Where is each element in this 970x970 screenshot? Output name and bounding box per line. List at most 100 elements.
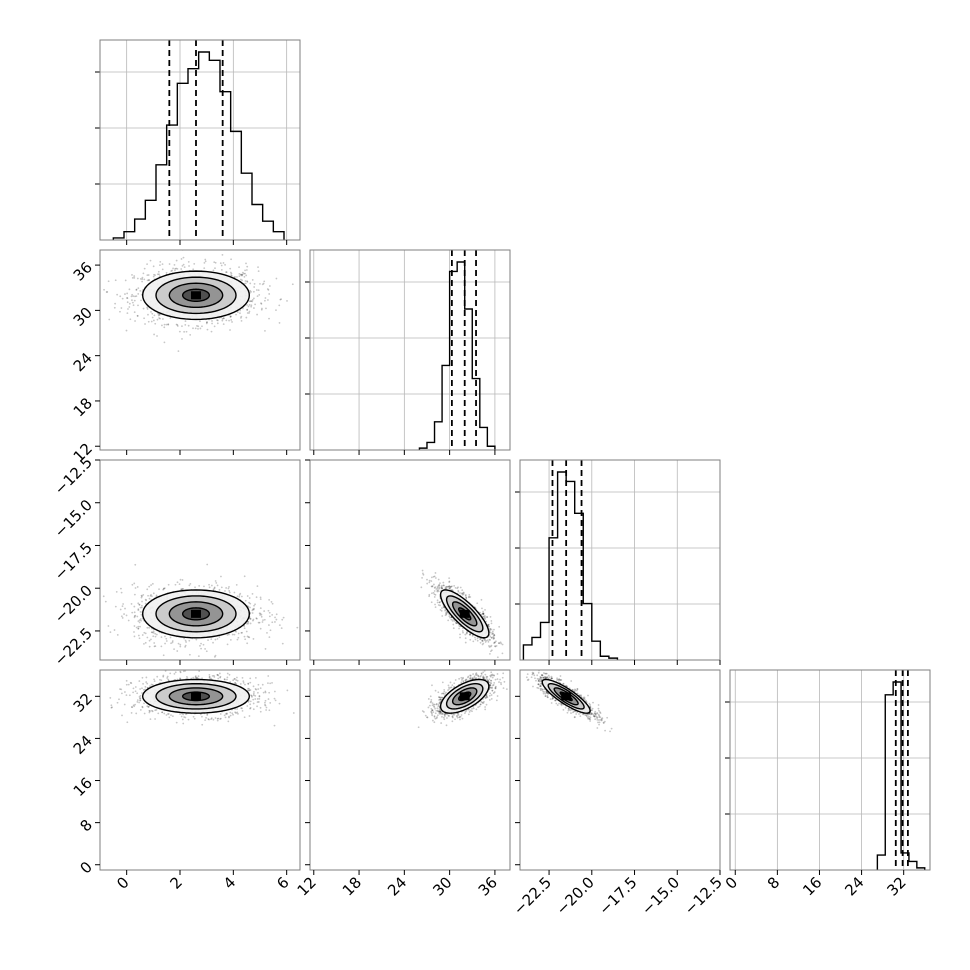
sample-point bbox=[152, 592, 155, 595]
sample-point bbox=[265, 706, 268, 709]
sample-point bbox=[149, 259, 152, 262]
sample-point bbox=[177, 642, 180, 645]
sample-point bbox=[207, 718, 210, 720]
sample-point bbox=[286, 300, 288, 302]
sample-point bbox=[137, 608, 140, 611]
sample-point bbox=[247, 622, 250, 625]
sample-point bbox=[241, 631, 243, 634]
sample-point bbox=[141, 634, 144, 636]
sample-point bbox=[126, 721, 129, 724]
sample-point bbox=[211, 320, 213, 322]
sample-point bbox=[449, 586, 452, 588]
sample-point bbox=[131, 706, 134, 709]
sample-point bbox=[248, 601, 250, 604]
sample-point bbox=[236, 708, 238, 710]
sample-point bbox=[254, 698, 257, 700]
sample-point bbox=[252, 608, 254, 611]
sample-point bbox=[442, 581, 445, 584]
sample-point bbox=[252, 619, 254, 622]
sample-point bbox=[490, 649, 493, 652]
sample-point bbox=[153, 680, 156, 683]
sample-point bbox=[242, 680, 245, 683]
sample-point bbox=[474, 636, 476, 639]
sample-point bbox=[165, 323, 168, 326]
sample-point bbox=[491, 633, 494, 636]
sample-point bbox=[157, 314, 160, 317]
sample-point bbox=[430, 601, 433, 604]
sample-point bbox=[261, 683, 264, 686]
sample-point bbox=[164, 635, 166, 638]
sample-point bbox=[250, 694, 252, 697]
sample-point bbox=[487, 640, 490, 643]
sample-point bbox=[139, 625, 141, 628]
panel-frame bbox=[99, 669, 301, 871]
sample-point bbox=[152, 630, 155, 633]
sample-point bbox=[166, 675, 169, 678]
sample-point bbox=[245, 269, 248, 271]
sample-point bbox=[127, 619, 130, 622]
sample-point bbox=[159, 264, 161, 266]
sample-point bbox=[210, 677, 212, 680]
sample-point bbox=[136, 315, 139, 317]
panel-frame bbox=[99, 249, 301, 451]
sample-point bbox=[236, 711, 239, 714]
sample-point bbox=[433, 583, 435, 586]
sample-point bbox=[134, 320, 136, 322]
sample-point bbox=[216, 673, 219, 676]
sample-point bbox=[139, 697, 141, 700]
sample-point bbox=[178, 583, 181, 586]
sample-point bbox=[275, 277, 278, 280]
sample-point bbox=[482, 612, 484, 615]
sample-point bbox=[249, 689, 252, 691]
sample-point bbox=[183, 716, 186, 718]
sample-point bbox=[151, 684, 154, 686]
sample-point bbox=[158, 273, 160, 276]
sample-point bbox=[257, 270, 260, 272]
contour-3 bbox=[141, 589, 251, 639]
sample-point bbox=[181, 579, 184, 581]
sample-point bbox=[157, 666, 159, 668]
sample-point bbox=[154, 718, 156, 720]
sample-point bbox=[142, 688, 145, 691]
sample-point bbox=[138, 621, 141, 624]
sample-point bbox=[251, 592, 254, 595]
sample-point bbox=[159, 260, 162, 263]
sample-point bbox=[468, 633, 471, 636]
sample-point bbox=[171, 269, 174, 272]
sample-point bbox=[252, 708, 255, 711]
sample-point bbox=[158, 588, 160, 591]
sample-point bbox=[184, 646, 186, 648]
sample-point bbox=[168, 263, 171, 265]
sample-point bbox=[150, 631, 153, 634]
sample-point bbox=[133, 705, 136, 708]
sample-point bbox=[204, 719, 207, 722]
sample-point bbox=[161, 263, 164, 266]
sample-point bbox=[182, 663, 184, 665]
sample-point bbox=[221, 319, 224, 322]
sample-point bbox=[239, 683, 242, 685]
sample-point bbox=[158, 314, 161, 316]
sample-point bbox=[187, 324, 190, 327]
sample-point bbox=[151, 595, 153, 598]
scatter-panel-1-2 bbox=[309, 459, 511, 661]
sample-point bbox=[430, 580, 433, 582]
sample-point bbox=[465, 596, 468, 599]
sample-point bbox=[264, 699, 267, 702]
sample-point bbox=[133, 631, 135, 633]
sample-point bbox=[279, 298, 282, 301]
sample-point bbox=[494, 645, 496, 648]
sample-point bbox=[249, 618, 252, 620]
sample-point bbox=[269, 629, 272, 632]
sample-point bbox=[249, 289, 252, 292]
contour-1 bbox=[168, 687, 224, 706]
sample-point bbox=[144, 641, 147, 644]
sample-point bbox=[219, 676, 221, 679]
sample-point bbox=[249, 617, 252, 620]
sample-point bbox=[462, 591, 465, 594]
sample-point bbox=[151, 710, 154, 713]
sample-point bbox=[125, 329, 128, 332]
sample-point bbox=[236, 595, 239, 598]
sample-point bbox=[206, 563, 209, 566]
sample-point bbox=[240, 707, 243, 710]
sample-point bbox=[437, 585, 440, 587]
